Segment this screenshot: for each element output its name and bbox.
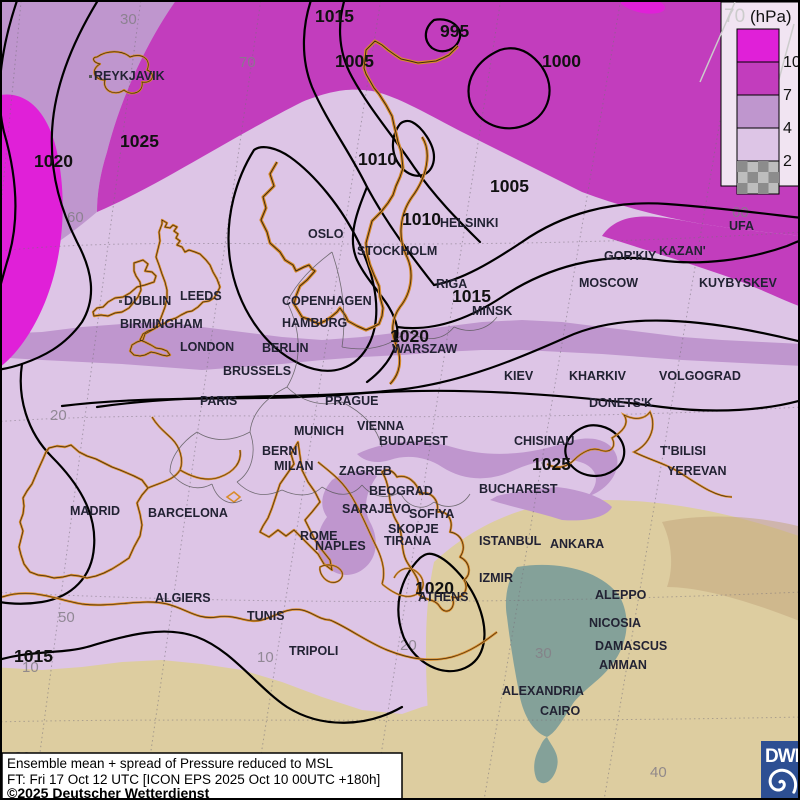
svg-text:1015: 1015 [315,6,354,26]
svg-text:LONDON: LONDON [180,340,234,354]
svg-text:40: 40 [650,764,667,781]
svg-text:DWD: DWD [765,746,800,767]
svg-text:(hPa): (hPa) [750,7,792,26]
svg-text:TUNIS: TUNIS [247,609,285,623]
svg-text:10: 10 [257,649,274,666]
svg-text:1025: 1025 [532,454,571,474]
svg-text:UFA: UFA [729,219,754,233]
svg-text:BARCELONA: BARCELONA [148,506,228,520]
svg-text:VIENNA: VIENNA [357,419,404,433]
svg-text:SKOPJE: SKOPJE [388,522,439,536]
svg-text:TIRANA: TIRANA [384,534,431,548]
svg-text:BEOGRAD: BEOGRAD [369,484,433,498]
svg-text:GOR'KIY: GOR'KIY [604,249,657,263]
svg-text:NICOSIA: NICOSIA [589,616,641,630]
svg-text:SOFIYA: SOFIYA [409,507,454,521]
svg-text:MADRID: MADRID [70,504,120,518]
svg-text:1000: 1000 [542,51,581,71]
svg-text:1005: 1005 [335,51,374,71]
svg-text:ALEPPO: ALEPPO [595,588,647,602]
svg-text:ZAGREB: ZAGREB [339,464,392,478]
svg-text:OSLO: OSLO [308,227,344,241]
svg-text:20: 20 [50,407,67,424]
svg-text:MINSK: MINSK [472,304,512,318]
svg-text:BIRMINGHAM: BIRMINGHAM [120,317,203,331]
svg-text:CHISINAU: CHISINAU [514,434,574,448]
svg-text:REYKJAVIK: REYKJAVIK [94,69,165,83]
svg-text:PRAGUE: PRAGUE [325,394,378,408]
svg-text:KUYBYSKEV: KUYBYSKEV [699,276,777,290]
svg-text:COPENHAGEN: COPENHAGEN [282,294,372,308]
svg-text:DAMASCUS: DAMASCUS [595,639,667,653]
svg-text:SARAJEVO: SARAJEVO [342,502,411,516]
svg-text:IZMIR: IZMIR [479,571,513,585]
svg-text:KIEV: KIEV [504,369,534,383]
svg-text:ISTANBUL: ISTANBUL [479,534,542,548]
svg-text:BUCHAREST: BUCHAREST [479,482,558,496]
svg-text:70: 70 [239,54,256,71]
svg-text:YEREVAN: YEREVAN [667,464,727,478]
svg-text:BRUSSELS: BRUSSELS [223,364,291,378]
svg-text:BERN: BERN [262,444,297,458]
svg-text:NAPLES: NAPLES [315,539,366,553]
svg-text:7: 7 [783,87,792,104]
svg-text:1005: 1005 [490,176,529,196]
svg-text:10: 10 [783,54,800,71]
svg-text:2: 2 [783,153,792,170]
svg-text:TRIPOLI: TRIPOLI [289,644,338,658]
svg-text:©2025 Deutscher Wetterdienst: ©2025 Deutscher Wetterdienst [7,785,210,800]
svg-text:ATHENS: ATHENS [418,590,468,604]
svg-text:MILAN: MILAN [274,459,314,473]
svg-text:DUBLIN: DUBLIN [124,294,171,308]
svg-text:RIGA: RIGA [436,277,467,291]
svg-text:HAMBURG: HAMBURG [282,316,347,330]
svg-text:KAZAN': KAZAN' [659,244,706,258]
svg-text:DONETS'K: DONETS'K [589,396,653,410]
svg-text:1010: 1010 [402,209,441,229]
svg-text:30: 30 [535,645,552,662]
svg-text:ALEXANDRIA: ALEXANDRIA [502,684,584,698]
svg-text:VOLGOGRAD: VOLGOGRAD [659,369,741,383]
svg-text:BUDAPEST: BUDAPEST [379,434,448,448]
svg-text:LEEDS: LEEDS [180,289,222,303]
svg-text:WARSZAW: WARSZAW [392,342,457,356]
svg-text:995: 995 [440,21,469,41]
svg-text:70: 70 [724,6,745,27]
svg-text:MUNICH: MUNICH [294,424,344,438]
svg-text:CAIRO: CAIRO [540,704,581,718]
svg-text:KHARKIV: KHARKIV [569,369,627,383]
svg-text:Ensemble mean + spread of Pres: Ensemble mean + spread of Pressure reduc… [7,756,334,771]
svg-text:AMMAN: AMMAN [599,658,647,672]
svg-text:HELSINKI: HELSINKI [440,216,498,230]
svg-text:T'BILISI: T'BILISI [660,444,706,458]
svg-text:STOCKHOLM: STOCKHOLM [357,244,437,258]
svg-text:50: 50 [58,609,75,626]
svg-text:MOSCOW: MOSCOW [579,276,638,290]
svg-text:1015: 1015 [14,646,53,666]
svg-text:1025: 1025 [120,131,159,151]
svg-text:PARIS: PARIS [200,394,237,408]
svg-text:4: 4 [783,120,792,137]
svg-text:ANKARA: ANKARA [550,537,604,551]
svg-text:1020: 1020 [34,151,73,171]
svg-text:ALGIERS: ALGIERS [155,591,211,605]
svg-text:30: 30 [120,11,137,28]
svg-text:1010: 1010 [358,149,397,169]
svg-text:BERLIN: BERLIN [262,341,309,355]
